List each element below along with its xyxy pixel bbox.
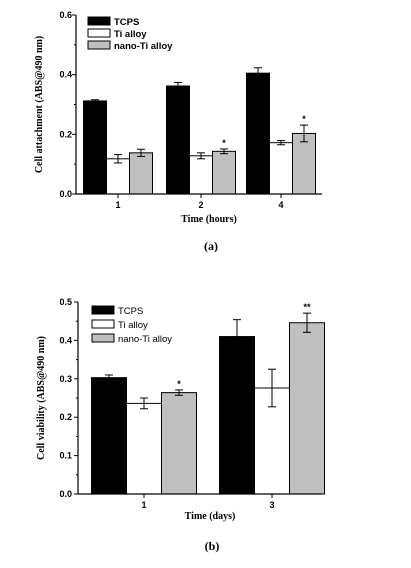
y-tick-label: 0.2 [59,412,72,422]
y-axis-title: Cell attachment (ABS@490 nm) [34,36,45,173]
legend-entry: nano-Ti alloy [118,334,172,345]
panel-label: (a) [204,239,218,253]
x-tick-label: 4 [278,200,283,210]
y-axis-title: Cell viability (ABS@490 nm) [36,336,47,460]
bar [126,402,162,495]
legend-swatch [91,305,115,315]
significance-mark: ** [303,302,311,312]
legend-entry: nano-Ti alloy [114,41,173,52]
x-axis-title: Time (days) [185,511,236,522]
x-tick-label: 1 [141,500,146,510]
x-tick-label: 1 [115,200,120,210]
y-tick-label: 0.3 [59,374,72,384]
x-tick-label: 3 [269,500,274,510]
legend-swatch [87,28,111,38]
bar [189,155,213,195]
x-axis-title: Time (hours) [181,214,237,225]
x-tick-label: 2 [198,200,203,210]
bar [91,377,127,495]
bar [269,142,293,195]
chart-panel-a: * * 0.0 0.2 0.4 0.6 1 2 4 Time (hours) Cell attach… [34,10,322,253]
legend-swatch [87,40,111,50]
bar [83,100,107,195]
bar [212,150,236,195]
legend-entry: Ti alloy [114,29,147,40]
significance-mark: * [177,379,181,389]
y-tick-label: 0.4 [59,335,72,345]
y-tick-label: 0.0 [59,489,72,499]
y-tick-label: 0.4 [59,70,72,80]
significance-mark: * [302,114,306,124]
bar [246,72,270,195]
legend-entry: TCPS [118,306,143,317]
bar [289,322,325,495]
legend-swatch [91,319,115,329]
significance-mark: * [222,138,226,148]
y-tick-label: 0.1 [59,451,72,461]
y-tick-label: 0.2 [59,129,72,139]
y-tick-label: 0.5 [59,297,72,307]
legend: TCPS Ti alloy nano-Ti alloy [91,305,172,345]
legend-swatch [87,16,111,26]
bar [161,392,197,495]
y-tick-label: 0.6 [59,10,72,20]
bar [129,152,153,195]
bar [219,336,255,495]
panel-label: (b) [205,539,220,553]
legend-swatch [91,333,115,343]
legend-entry: Ti alloy [118,320,148,331]
bar [166,85,190,195]
y-tick-label: 0.0 [59,189,72,199]
bar [106,158,130,195]
bar [292,132,316,195]
legend-entry: TCPS [114,17,139,28]
